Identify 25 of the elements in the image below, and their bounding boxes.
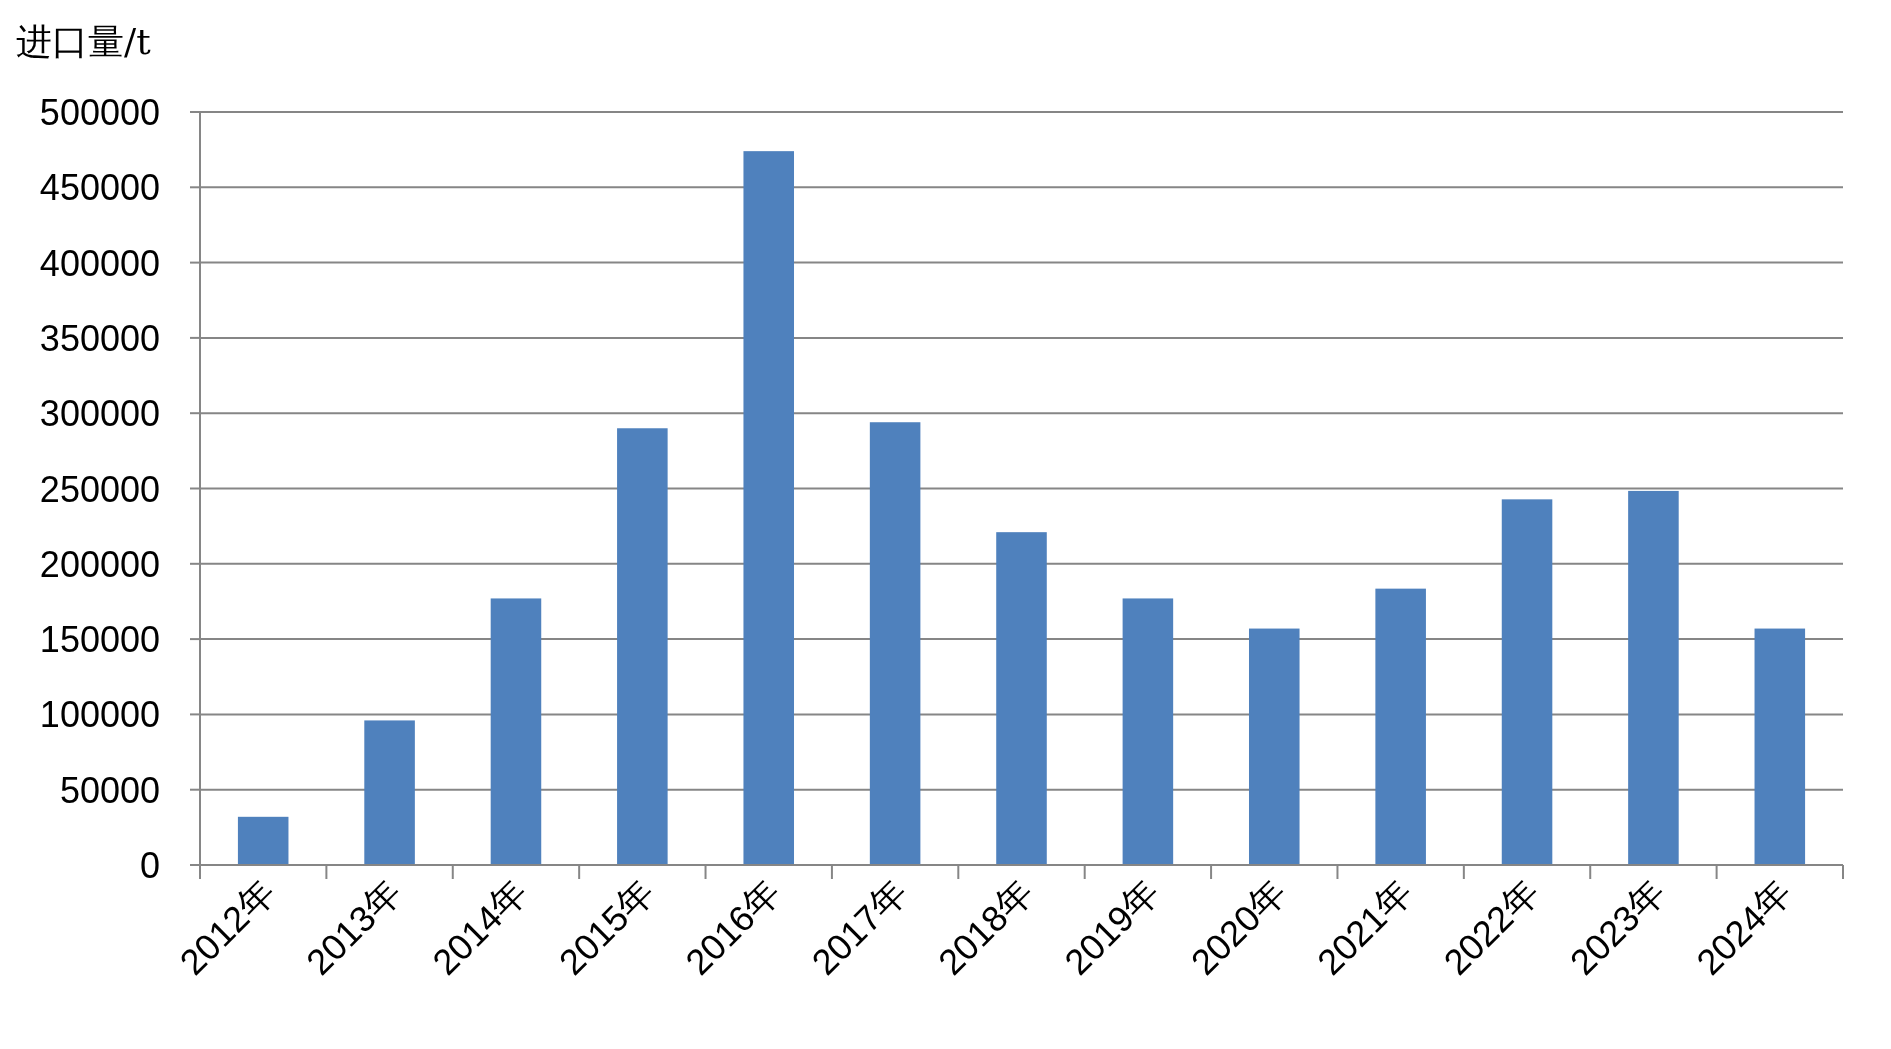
y-tick-label: 0 bbox=[139, 845, 160, 886]
y-tick-label: 250000 bbox=[39, 468, 160, 510]
y-tick-label: 150000 bbox=[39, 619, 160, 661]
y-tick-label: 100000 bbox=[39, 694, 160, 736]
y-tick-label: 300000 bbox=[39, 393, 160, 435]
bar bbox=[996, 532, 1047, 865]
bar bbox=[1501, 499, 1553, 865]
bar bbox=[617, 428, 668, 865]
bar bbox=[364, 720, 415, 865]
bar bbox=[1754, 628, 1806, 865]
bar bbox=[237, 816, 289, 865]
bar bbox=[1122, 598, 1174, 865]
y-tick-label: 50000 bbox=[59, 769, 160, 811]
y-tick-label: 400000 bbox=[39, 242, 160, 284]
bar bbox=[1628, 490, 1679, 865]
y-tick-label: 450000 bbox=[39, 167, 160, 209]
bar bbox=[490, 598, 542, 865]
y-tick-label: 200000 bbox=[39, 543, 160, 585]
bar bbox=[743, 151, 795, 865]
bar bbox=[1248, 628, 1300, 865]
bar bbox=[869, 422, 921, 865]
y-tick-label: 350000 bbox=[39, 317, 160, 359]
y-tick-label: 500000 bbox=[39, 92, 160, 133]
y-axis-title: 进口量/t bbox=[16, 21, 152, 62]
bar bbox=[1375, 588, 1426, 865]
